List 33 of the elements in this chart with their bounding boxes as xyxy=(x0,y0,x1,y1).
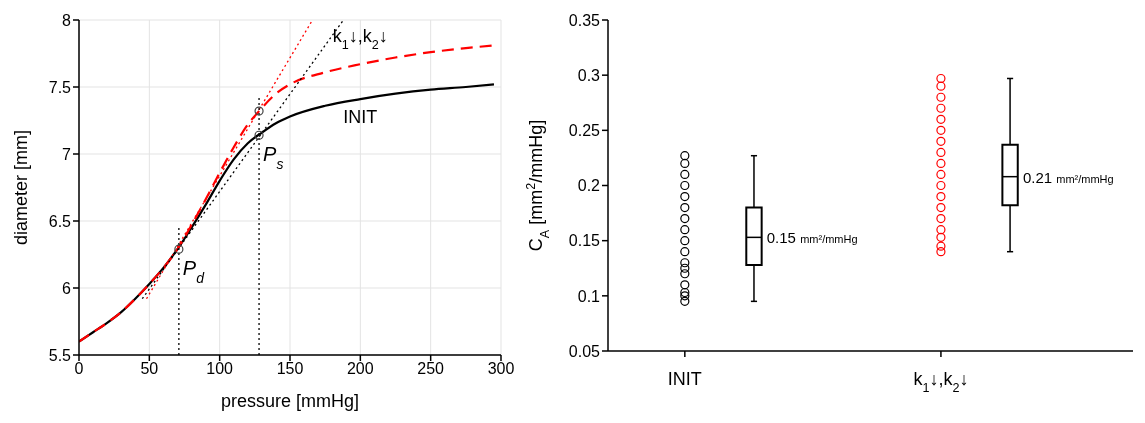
y-tick-label: 0.25 xyxy=(568,122,601,140)
annotation: 0.15 mm²/mmHg xyxy=(766,229,858,247)
x-tick-label: 0 xyxy=(74,360,84,378)
y-tick-label: 6.5 xyxy=(48,212,72,230)
y-tick-label: 0.2 xyxy=(577,177,601,195)
y-tick-label: 7 xyxy=(62,145,72,163)
annotation: P$_{s}$ xyxy=(263,143,284,173)
y-tick-label: 0.1 xyxy=(577,287,601,305)
y-tick-label: 0.15 xyxy=(568,232,601,250)
y-tick-label: 0.35 xyxy=(568,11,601,29)
x-tick-label: 250 xyxy=(417,360,445,378)
x-tick-label: INIT xyxy=(667,369,702,389)
x-tick-label: 50 xyxy=(140,360,159,378)
x-tick-label: 200 xyxy=(346,360,374,378)
x-tick-label: 300 xyxy=(487,360,515,378)
annotation: 0.21 mm²/mmHg xyxy=(1022,168,1114,186)
x-tick-label: k$_{1}$↓,k$_{2}$↓ xyxy=(913,369,969,395)
x-tick-label: 150 xyxy=(276,360,304,378)
x-tick-label: 100 xyxy=(206,360,234,378)
y-tick-label: 6 xyxy=(62,279,72,297)
y-tick-label: 0.3 xyxy=(577,66,601,84)
y-axis-title: diameter [mm] xyxy=(11,129,31,246)
point xyxy=(254,106,264,116)
series-label: INIT xyxy=(343,107,378,128)
y-tick-label: 8 xyxy=(62,11,72,29)
annotation: P$_{d}$ xyxy=(182,257,206,287)
y-tick-label: 5.5 xyxy=(48,346,72,364)
point xyxy=(174,244,184,254)
y-tick-label: 0.05 xyxy=(568,342,601,360)
point xyxy=(254,130,264,140)
x-axis-title: pressure [mmHg] xyxy=(220,391,360,411)
y-tick-label: 7.5 xyxy=(48,78,72,96)
series-label: k$_{1}$↓,k$_{2}$↓ xyxy=(332,26,388,53)
